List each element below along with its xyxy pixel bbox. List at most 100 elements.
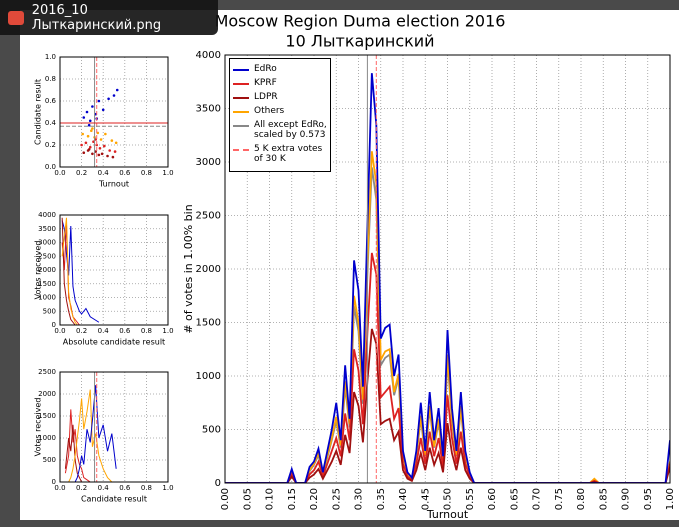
series-line [225,328,670,483]
legend-item: LDPR [233,92,327,102]
y-tick-label: 0.8 [45,75,56,83]
y-tick-label: 3500 [196,104,221,115]
title-bar: 2016_10 Лыткаринский.png [0,0,218,35]
point [114,141,118,145]
series-line [225,73,670,483]
series-line [65,385,117,482]
legend-item: KPRF [233,78,327,88]
x-tick-label: 0.80 [576,488,587,510]
y-tick-label: 4000 [38,211,56,219]
y-tick-label: 1000 [38,434,56,442]
point [90,129,93,132]
y-axis-label: # of votes in 1.00% bin [182,204,195,333]
x-tick-label: 1.00 [665,488,676,510]
x-tick-label: 0.4 [98,484,110,492]
x-tick-label: 0.8 [141,169,152,177]
point [80,143,83,147]
legend-label: LDPR [254,92,278,102]
x-tick-label: 0.65 [509,488,520,510]
y-axis-label: Votes received [34,241,43,300]
point [101,108,105,112]
point [82,151,86,154]
x-tick-label: 0.55 [465,488,476,510]
point [91,105,94,108]
y-tick-label: 3500 [38,225,56,233]
x-axis-label: Turnout [98,180,129,189]
y-tick-label: 0 [215,478,221,489]
point [97,153,101,157]
point [97,99,101,103]
x-tick-label: 0.4 [98,169,110,177]
y-tick-label: 0.4 [45,119,57,127]
y-tick-label: 0 [52,478,56,486]
point [98,147,102,150]
x-axis-label: Candidate result [81,495,147,504]
plot-area [225,55,670,483]
legend-item: EdRo [233,64,327,74]
point [108,149,111,152]
legend-label: All except EdRo, scaled by 0.573 [254,120,327,140]
point [87,148,91,151]
point [91,127,94,130]
plot-frame [224,54,671,484]
y-tick-label: 2000 [38,390,56,398]
y-tick-label: 1500 [38,280,56,288]
x-tick-label: 0.75 [554,488,565,510]
legend: EdRo KPRF LDPR Others All except EdRo, scale… [229,58,331,172]
x-axis-label: Absolute candidate result [63,338,165,347]
plot-frame [59,214,169,326]
series-line [65,389,117,482]
y-tick-label: 2000 [196,264,221,275]
point [113,150,117,153]
series-line [225,252,670,483]
point [102,144,106,148]
point [106,154,109,158]
legend-item: Others [233,106,327,116]
point [86,134,90,138]
chart-subtitle: 10 Лыткаринский [285,32,434,51]
x-tick-label: 0.60 [487,488,498,510]
point [115,88,119,92]
point [110,139,114,142]
x-tick-label: 0.00 [220,488,231,510]
plot-area [61,217,100,325]
y-tick-label: 0.2 [45,141,56,149]
x-tick-label: 0.40 [398,488,409,510]
legend-swatch [233,111,249,113]
point [111,155,115,159]
x-tick-label: 0.2 [76,484,87,492]
legend-label: Others [254,106,285,116]
x-tick-label: 0.0 [54,169,65,177]
legend-label: EdRo [254,64,277,74]
point [87,123,91,127]
y-tick-label: 1000 [38,294,56,302]
y-tick-label: 1000 [196,371,221,382]
y-tick-label: 1500 [196,318,221,329]
x-tick-label: 0.95 [643,488,654,510]
chart-title: Moscow Region Duma election 2016 [215,12,506,31]
x-tick-label: 0.30 [354,488,365,510]
x-tick-label: 1.0 [162,484,173,492]
y-tick-label: 3000 [38,239,56,247]
point [107,97,110,101]
x-tick-label: 0.85 [598,488,609,510]
legend-label: KPRF [254,78,277,88]
x-tick-label: 0.20 [309,488,320,510]
x-tick-label: 0.0 [54,484,65,492]
x-tick-label: 1.0 [162,327,173,335]
x-tick-label: 0.10 [265,488,276,510]
y-tick-label: 2500 [196,211,221,222]
y-axis-label: Votes received [34,398,43,457]
x-tick-label: 0.6 [119,169,131,177]
y-axis-label: Candidate result [34,79,43,145]
legend-swatch [233,83,249,85]
legend-item: All except EdRo, scaled by 0.573 [233,120,327,140]
point [88,145,92,149]
legend-swatch [233,69,249,71]
point [88,119,92,123]
legend-label: 5 K extra votes of 30 K [254,144,323,164]
y-tick-label: 500 [43,307,56,315]
y-tick-label: 0.6 [45,97,57,105]
point [82,116,86,119]
